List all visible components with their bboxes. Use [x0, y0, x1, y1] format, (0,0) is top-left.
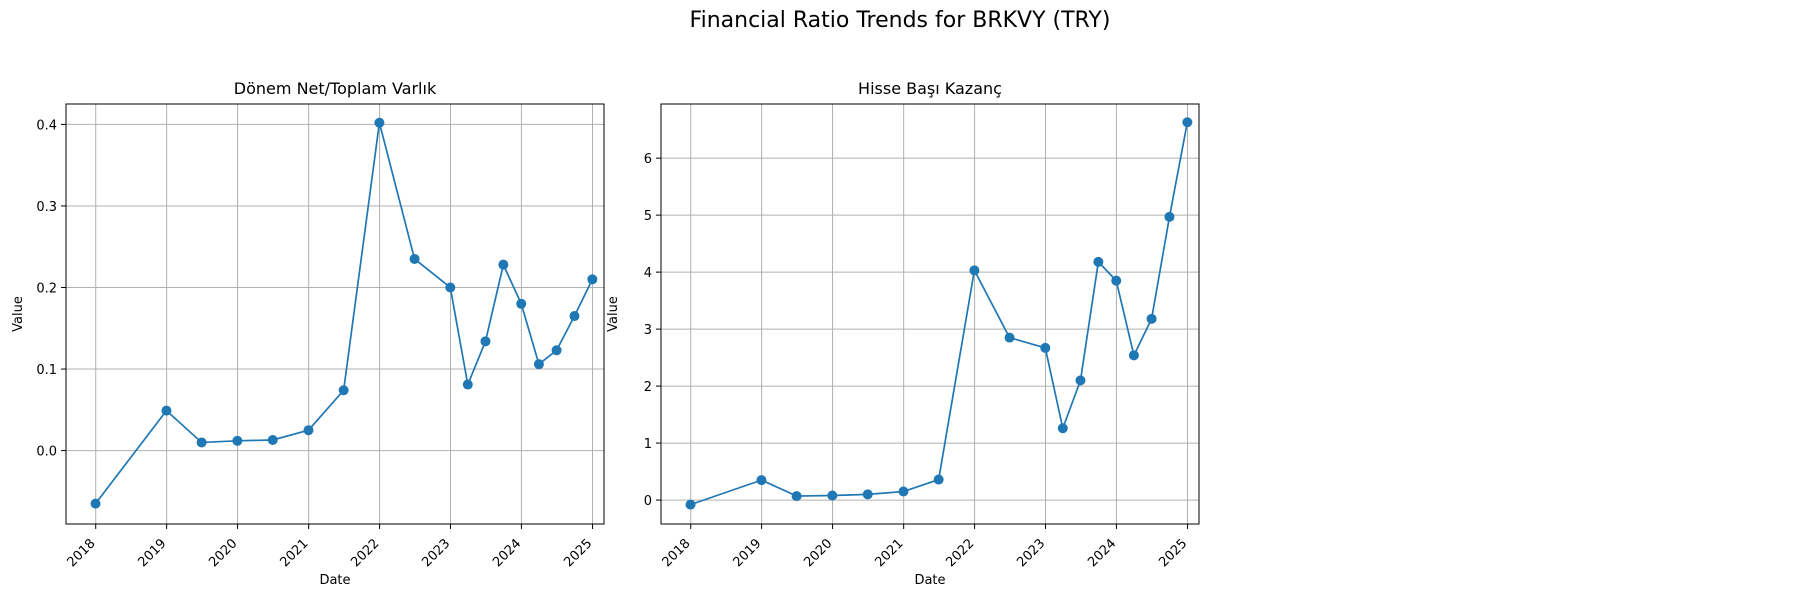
data-point [1164, 211, 1175, 222]
x-tick-label: 2018 [660, 536, 694, 570]
x-axis-label: Date [914, 573, 945, 588]
data-point [1057, 423, 1068, 434]
data-point [1075, 375, 1086, 386]
data-point [1004, 332, 1015, 343]
x-tick-label: 2025 [561, 536, 595, 570]
series-line [94, 122, 594, 505]
data-point [267, 435, 278, 445]
y-tick-label: 0.3 [36, 200, 57, 215]
chart-panel-eps: 2018 2019 2020 2021 2022 2023 2024 2025 0 1 2 3 4 5 6 H… [606, 79, 1200, 588]
data-point [685, 499, 696, 510]
data-point [445, 282, 456, 293]
data-point [862, 489, 873, 500]
data-point [756, 475, 767, 486]
data-point [303, 425, 314, 436]
x-tick-label: 2019 [135, 536, 169, 570]
x-tick-label: 2021 [872, 536, 906, 570]
data-point [161, 405, 172, 416]
data-point [1146, 313, 1157, 324]
data-point [551, 345, 562, 356]
x-tick-label: 2019 [730, 536, 764, 570]
x-tick-label: 2022 [943, 536, 977, 570]
x-tick-label: 2022 [348, 536, 382, 570]
x-tick-label: 2025 [1156, 536, 1190, 570]
x-axis-label: Date [319, 573, 350, 588]
data-point [462, 379, 473, 390]
data-point [196, 437, 207, 448]
data-point [933, 474, 944, 485]
y-tick-label: 3 [644, 323, 652, 338]
data-point [374, 117, 385, 128]
data-point [498, 259, 509, 270]
data-point [409, 253, 420, 264]
y-tick-label: 1 [644, 437, 652, 452]
data-point [1040, 342, 1051, 353]
data-point [533, 359, 544, 370]
y-tick-label: 0 [644, 494, 652, 509]
x-tick-label: 2020 [801, 536, 835, 570]
data-point [232, 435, 243, 446]
y-tick-label: 6 [644, 152, 652, 167]
figure-title: Financial Ratio Trends for BRKVY (TRY) [689, 8, 1111, 33]
data-point [1182, 117, 1193, 128]
data-point [1111, 275, 1122, 286]
data-point [480, 336, 491, 347]
data-point [898, 486, 909, 497]
y-tick-label: 0.1 [36, 363, 57, 378]
data-point [969, 265, 980, 276]
x-tick-label: 2020 [206, 536, 240, 570]
y-tick-label: 0.0 [36, 445, 57, 460]
data-point [338, 385, 349, 396]
data-point [90, 498, 101, 509]
y-tick-label: 5 [644, 209, 652, 224]
data-point [827, 490, 838, 501]
chart-title: Hisse Başı Kazanç [858, 79, 1002, 98]
x-tick-label: 2023 [419, 536, 453, 570]
x-tick-label: 2023 [1014, 536, 1048, 570]
y-tick-label: 4 [644, 266, 652, 281]
y-axis-label: Value [11, 296, 26, 332]
y-tick-label: 0.4 [36, 118, 57, 133]
data-point [1128, 350, 1139, 361]
data-point [569, 311, 580, 322]
y-tick-label: 2 [644, 380, 652, 395]
data-point [791, 491, 802, 502]
y-axis-label: Value [606, 296, 621, 332]
chart-panel-net-assets: 2018 2019 2020 2021 2022 2023 2024 2025 0.0 0.1 0.… [11, 79, 605, 588]
data-point [587, 274, 598, 285]
series-line [690, 122, 1189, 506]
y-tick-label: 0.2 [36, 281, 57, 296]
plot-frame [65, 103, 605, 525]
x-tick-label: 2024 [490, 536, 524, 570]
x-tick-label: 2024 [1085, 536, 1119, 570]
x-tick-label: 2018 [65, 536, 99, 570]
chart-title: Dönem Net/Toplam Varlık [234, 79, 437, 98]
data-point [1093, 256, 1104, 267]
plot-frame [660, 103, 1200, 525]
x-tick-label: 2021 [277, 536, 311, 570]
data-point [516, 298, 527, 309]
